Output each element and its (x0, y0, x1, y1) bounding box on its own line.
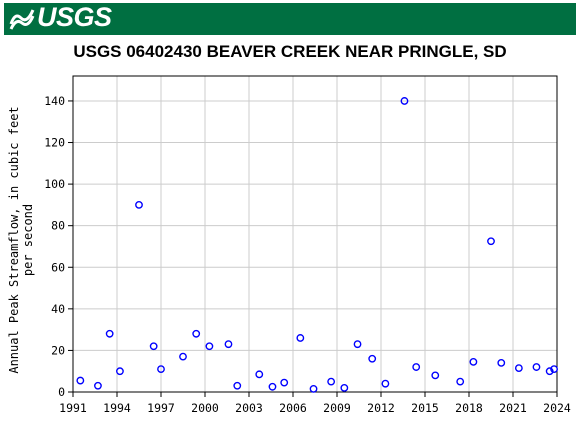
data-point (309, 384, 318, 393)
data-point (497, 358, 506, 367)
data-point (280, 378, 289, 387)
y-axis-label-line1: Annual Peak Streamflow, in cubic feet (7, 106, 21, 373)
data-point (76, 376, 85, 385)
data-point (255, 370, 264, 379)
axis-ticks: 1991 1994 1997 2000 2003 2006 2009 2012 2015 2018… (44, 94, 571, 415)
usgs-logo[interactable]: USGS (9, 1, 112, 32)
data-point (327, 377, 336, 386)
y-tick-label: 60 (51, 260, 65, 274)
data-point (400, 97, 409, 105)
usgs-wave-icon (9, 9, 35, 30)
data-point (545, 367, 554, 376)
data-point (94, 381, 102, 390)
data-point (381, 379, 390, 388)
x-tick-label: 2021 (499, 401, 527, 415)
x-tick-label: 2024 (543, 401, 571, 415)
x-tick-label: 1994 (103, 401, 131, 415)
chart-title: USGS 06402430 BEAVER CREEK NEAR PRINGLE,… (73, 42, 507, 61)
data-point (149, 342, 158, 351)
x-tick-label: 2006 (279, 401, 307, 415)
x-tick-label: 1991 (59, 401, 87, 415)
data-point (268, 382, 277, 391)
data-point (431, 371, 440, 380)
data-point (179, 352, 187, 361)
plot-frame (72, 75, 558, 393)
y-tick-label: 120 (44, 136, 65, 150)
data-point (456, 377, 465, 386)
data-point (469, 357, 478, 366)
data-point (157, 365, 165, 374)
x-tick-label: 2000 (191, 401, 219, 415)
y-tick-label: 0 (58, 385, 65, 399)
data-point (224, 340, 233, 349)
data-point (353, 340, 362, 349)
y-tick-label: 80 (51, 219, 65, 233)
data-point (192, 329, 201, 338)
usgs-banner: USGS (0, 0, 580, 38)
data-point (412, 363, 421, 371)
data-point (135, 200, 143, 209)
data-point (550, 365, 558, 374)
x-tick-label: 2018 (455, 401, 483, 415)
data-point (296, 334, 305, 342)
usgs-logo-text: USGS (37, 1, 112, 32)
data-point (514, 364, 523, 372)
data-point (116, 367, 124, 376)
data-point (205, 342, 214, 351)
data-point (340, 383, 349, 392)
y-tick-label: 40 (51, 302, 65, 316)
data-point (233, 381, 242, 390)
y-tick-label: 20 (51, 343, 65, 357)
data-point (532, 363, 541, 371)
y-tick-label: 100 (44, 177, 65, 191)
y-tick-label: 140 (44, 94, 65, 108)
data-point (105, 329, 114, 338)
data-points (76, 97, 558, 393)
grid-lines (72, 76, 558, 393)
x-tick-label: 2003 (235, 401, 263, 415)
y-axis-label-line2: per second (21, 204, 35, 276)
x-tick-label: 2009 (323, 401, 351, 415)
x-tick-label: 2015 (411, 401, 439, 415)
data-point (368, 354, 377, 363)
x-tick-label: 2012 (367, 401, 395, 415)
banner-bar (4, 3, 576, 35)
data-point (487, 237, 495, 246)
x-tick-label: 1997 (147, 401, 175, 415)
